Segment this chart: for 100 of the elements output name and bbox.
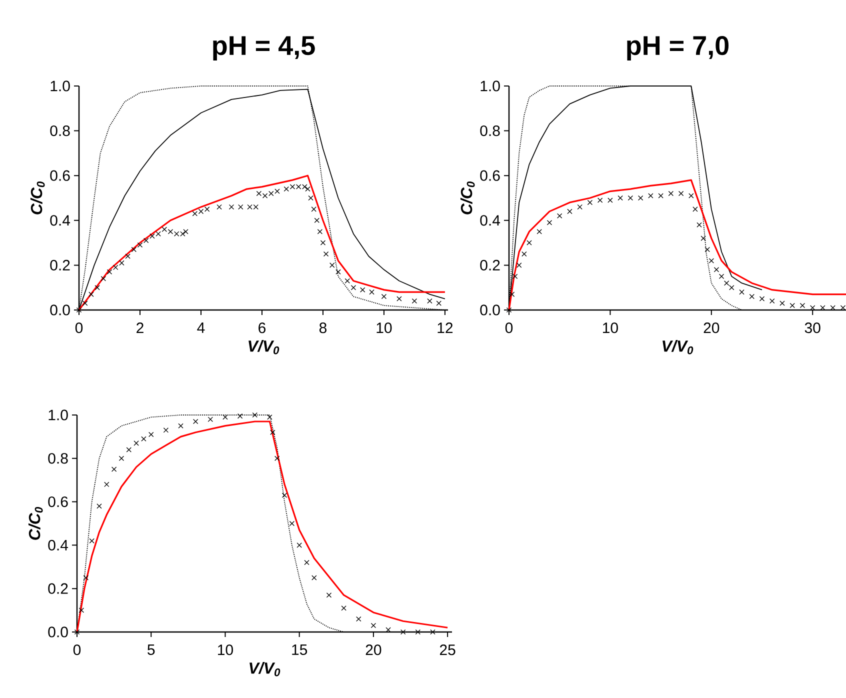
y-tick-label: 0.2 — [50, 260, 70, 270]
point — [780, 300, 785, 306]
point — [326, 592, 332, 598]
point — [370, 622, 376, 628]
x-tick-label: 0 — [75, 322, 83, 334]
point — [678, 190, 684, 196]
x-tick-label: 30 — [804, 322, 820, 334]
x-tick-label: 5 — [148, 644, 155, 655]
y-axis-title: C/C$_{0}$ — [30, 181, 45, 214]
point — [150, 233, 155, 239]
y-tick-label: 0.8 — [48, 453, 68, 464]
point — [381, 294, 387, 300]
point — [724, 280, 730, 286]
point — [192, 418, 198, 424]
point — [412, 298, 418, 304]
point — [320, 240, 326, 246]
point — [369, 289, 374, 295]
point — [400, 629, 406, 635]
y-tick-label: 0.0 — [50, 304, 70, 316]
point — [360, 287, 366, 292]
point — [143, 238, 149, 244]
point — [118, 456, 124, 461]
y-tick-label: 0.8 — [480, 125, 500, 136]
x-tick-label: 4 — [197, 322, 205, 333]
point — [134, 440, 139, 446]
point — [704, 246, 710, 252]
point — [509, 292, 515, 297]
point — [183, 228, 188, 234]
y-tick-label: 1.0 — [480, 80, 500, 92]
point — [96, 504, 102, 509]
y-axis-title: C/C$_{0}$ — [460, 181, 475, 214]
point — [304, 560, 310, 566]
point — [692, 206, 698, 212]
point — [770, 298, 775, 304]
point — [729, 284, 734, 290]
point — [430, 629, 436, 635]
point — [119, 260, 124, 266]
y-tick-label: 0.2 — [48, 583, 68, 594]
point — [800, 302, 806, 308]
point — [156, 231, 161, 236]
point — [198, 208, 204, 214]
point — [336, 269, 341, 275]
y-tick-label: 0.4 — [48, 540, 68, 550]
x-tick-label: 8 — [319, 322, 326, 334]
point — [512, 274, 518, 279]
x-tick-label: 20 — [704, 322, 720, 334]
y-tick-label: 0.8 — [50, 125, 70, 136]
x-tick-label: 2 — [136, 322, 144, 333]
point — [311, 206, 316, 212]
point — [83, 575, 89, 580]
point — [648, 193, 654, 198]
x-tick-label: 0 — [505, 322, 513, 334]
y-axis-title: C/C$_{0}$ — [28, 506, 43, 540]
point — [228, 204, 234, 210]
point — [759, 296, 765, 302]
point — [237, 413, 243, 419]
point — [323, 251, 329, 257]
point — [112, 264, 118, 270]
point — [658, 193, 664, 198]
point — [126, 447, 132, 452]
y-tick-label: 0.6 — [48, 496, 68, 508]
point — [396, 296, 402, 302]
x-tick-label: 10 — [376, 322, 392, 334]
point — [436, 300, 442, 306]
point — [597, 198, 603, 203]
x-axis-title: V/V$_{0}$ — [248, 340, 280, 354]
point — [267, 414, 272, 420]
point — [308, 195, 314, 201]
point — [628, 195, 634, 201]
x-tick-label: 6 — [258, 322, 266, 334]
y-tick-label: 0.0 — [480, 304, 500, 316]
chart-title: pH = 4,5 — [213, 36, 315, 60]
point — [262, 193, 268, 198]
point — [415, 629, 421, 635]
point — [526, 240, 532, 246]
point — [567, 208, 572, 214]
point — [289, 520, 295, 526]
point — [216, 204, 222, 210]
point — [700, 236, 706, 241]
point — [718, 274, 724, 279]
point — [106, 269, 112, 275]
point — [137, 242, 143, 248]
point — [274, 456, 280, 461]
x-tick-label: 10 — [218, 644, 233, 656]
point — [204, 206, 210, 212]
point — [89, 538, 94, 544]
point — [296, 542, 302, 548]
x-tick-label: 15 — [292, 644, 308, 655]
point — [163, 428, 169, 433]
point — [522, 251, 527, 257]
point — [125, 254, 130, 259]
point — [274, 188, 280, 194]
point — [314, 218, 320, 223]
y-tick-label: 0.0 — [48, 626, 68, 638]
point — [587, 200, 593, 206]
y-tick-label: 0.6 — [480, 170, 500, 181]
point — [341, 606, 346, 611]
point — [749, 294, 754, 300]
y-tick-label: 0.2 — [480, 260, 500, 270]
point — [608, 198, 613, 203]
